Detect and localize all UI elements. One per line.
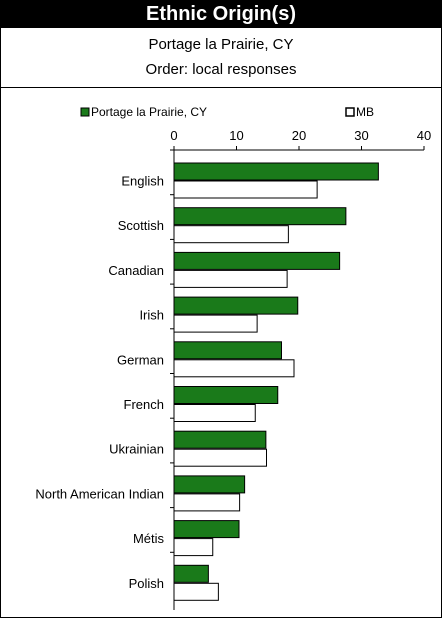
bar-local [173,296,299,315]
chart-subtitle-order: Order: local responses [145,61,297,78]
bar-province [173,180,318,199]
bar-province [173,582,219,601]
category-label: Scottish [118,218,164,233]
bar-local [173,386,279,404]
x-tick-label: 10 [229,128,243,143]
category-label: North American Indian [35,486,164,501]
bar-province [173,225,289,244]
category-label: Polish [129,576,164,591]
bar-local [173,564,209,583]
legend-swatch-province [345,107,355,117]
chart-title: Ethnic Origin(s) [1,1,441,28]
bar-province [173,269,288,288]
title-divider [1,87,441,88]
legend-swatch-local [80,107,90,117]
bar-local [173,251,341,270]
x-tick-label: 20 [292,128,306,143]
bar-province [173,359,295,378]
bar-province [173,404,256,422]
category-label: Ukrainian [109,442,164,457]
bar-local [173,162,379,181]
x-tick-label: 30 [354,128,368,143]
bar-province [173,314,258,333]
bar-local [173,207,347,226]
bar-local [173,341,282,360]
category-label: English [121,174,164,189]
bar-local [173,430,267,449]
category-label: French [124,397,164,412]
bar-local [173,475,246,494]
chart-subtitle-location: Portage la Prairie, CY [148,36,294,53]
x-tick-label: 40 [417,128,431,143]
legend-label-local: Portage la Prairie, CY [91,105,207,119]
bar-local [173,520,240,539]
category-label: Irish [139,308,164,323]
category-label: German [117,352,164,367]
legend-label-province: MB [356,105,374,119]
bar-province [173,493,241,512]
category-label: Canadian [108,263,164,278]
bar-province [173,538,214,557]
category-label: Métis [133,531,165,546]
bar-province [173,448,267,467]
x-tick-label: 0 [170,128,177,143]
